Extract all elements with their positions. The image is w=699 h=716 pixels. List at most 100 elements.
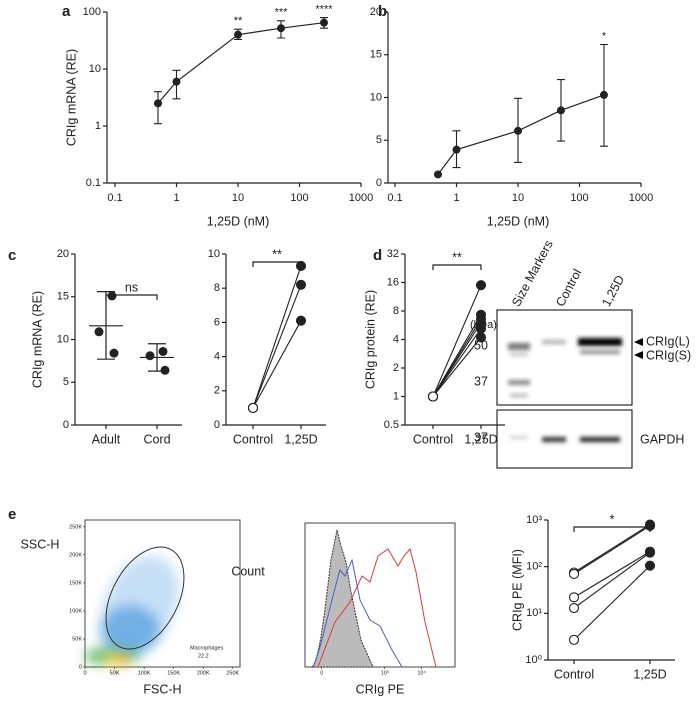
western-blot: Size Markers Control 1,25D (kDa) 50 37 3…: [470, 238, 691, 469]
histogram-overlay: [304, 522, 456, 668]
y-tick-label: 32: [387, 248, 399, 260]
y-tick-label: 1: [95, 120, 101, 132]
significance-label: ***: [275, 7, 289, 19]
point: [556, 106, 565, 115]
y-tick-label: 10⁰: [525, 654, 542, 666]
y-tick-label: 10³: [526, 514, 542, 526]
y-tick-label: 0.5: [384, 419, 399, 431]
significance-bracket: [573, 526, 651, 532]
y-tick-label: 150K: [69, 580, 82, 586]
lane-label: 1,25D: [599, 273, 627, 309]
y-tick-label: 100K: [69, 608, 82, 614]
treated-curve: [317, 547, 437, 668]
x-tick-label: 100K: [138, 670, 151, 676]
x-tick-label: 250K: [226, 670, 239, 676]
y-axis-label: Count: [231, 564, 265, 578]
point: [153, 99, 162, 108]
significance-label: *: [602, 30, 607, 42]
pair-line: [432, 284, 482, 397]
x-axis-label: CRIg PE: [356, 682, 405, 696]
pair-line: [252, 320, 302, 409]
y-tick-label: 6: [214, 316, 220, 328]
y-tick-label: 10: [208, 248, 220, 260]
x-tick-label: 10³: [381, 670, 389, 676]
y-tick-label: 16: [387, 276, 399, 288]
x-tick-label: Adult: [92, 432, 121, 446]
pair-line: [432, 322, 482, 397]
significance-label: ns: [125, 280, 138, 294]
marker-label: 37: [474, 374, 488, 388]
y-tick-label: 20: [370, 6, 382, 18]
y-axis-label: CRIg mRNA (RE): [64, 49, 78, 146]
error-bar: [153, 91, 162, 125]
point: [452, 145, 461, 154]
x-tick-label: 1,25D: [284, 432, 317, 446]
y-tick-label: 10: [89, 63, 101, 75]
x-tick-label: Control: [233, 432, 273, 446]
y-tick-label: 100: [83, 6, 101, 18]
y-tick-label: 10: [370, 91, 382, 103]
significance-label: **: [452, 250, 462, 264]
pair-line: [252, 265, 302, 409]
point: [158, 346, 168, 356]
point: [234, 30, 242, 39]
bands: [508, 338, 622, 442]
gate-value: 22.2: [198, 653, 209, 659]
point: [145, 351, 155, 361]
point: [644, 560, 656, 571]
x-axis-label: FSC-H: [143, 682, 181, 696]
y-tick-label: 1: [393, 390, 399, 402]
panel-letter: c: [8, 247, 16, 264]
point: [568, 634, 580, 645]
x-tick-label: 0: [320, 670, 323, 676]
x-tick-label: 0.1: [107, 192, 122, 204]
x-tick-label: 50K: [110, 670, 120, 676]
pair-line: [573, 552, 651, 609]
point: [427, 391, 439, 402]
pair-line: [432, 328, 482, 397]
x-tick-label: 10: [232, 192, 244, 204]
x-tick-label: Control: [554, 667, 594, 681]
x-tick-label: Control: [413, 432, 453, 446]
x-tick-label: 100: [290, 192, 308, 204]
y-tick-label: 0: [214, 419, 220, 431]
pair-line: [573, 524, 651, 573]
x-axis-label: 1,25D (nM): [487, 214, 550, 228]
y-tick-label: 8: [214, 282, 220, 294]
marker-label: 37: [474, 430, 488, 444]
x-tick-label: 1: [173, 192, 179, 204]
y-axis-label: SSC-H: [21, 537, 60, 551]
x-tick-label: 1000: [349, 192, 373, 204]
lane-label: Size Markers: [509, 238, 556, 309]
y-tick-label: 5: [376, 134, 382, 146]
point: [599, 90, 608, 99]
x-tick-label: 0: [83, 670, 86, 676]
y-tick-label: 2: [393, 362, 399, 374]
point: [247, 402, 259, 413]
pair-line: [573, 551, 651, 598]
y-tick-label: 0: [79, 664, 82, 670]
y-axis-label: CRIg mRNA (RE): [30, 291, 44, 388]
x-tick-label: 100: [570, 192, 588, 204]
significance-bracket: [432, 264, 482, 270]
error-bar: [148, 343, 166, 372]
y-tick-label: 10¹: [526, 607, 542, 619]
x-tick-label: 10: [512, 192, 524, 204]
y-tick-label: 10²: [526, 561, 542, 573]
point: [475, 332, 487, 343]
point: [109, 348, 119, 358]
point: [475, 280, 487, 291]
x-tick-label: 1,25D: [633, 667, 666, 681]
significance-label: **: [234, 15, 243, 27]
point: [475, 323, 487, 334]
y-tick-label: 8: [393, 305, 399, 317]
point: [433, 170, 442, 179]
significance-label: ****: [315, 3, 333, 15]
significance-label: **: [272, 247, 282, 261]
panel-letter: a: [62, 3, 71, 20]
control-curve: [312, 558, 403, 668]
gate: [105, 546, 185, 650]
point: [568, 568, 580, 579]
band-label: CRIg(L): [646, 334, 690, 348]
